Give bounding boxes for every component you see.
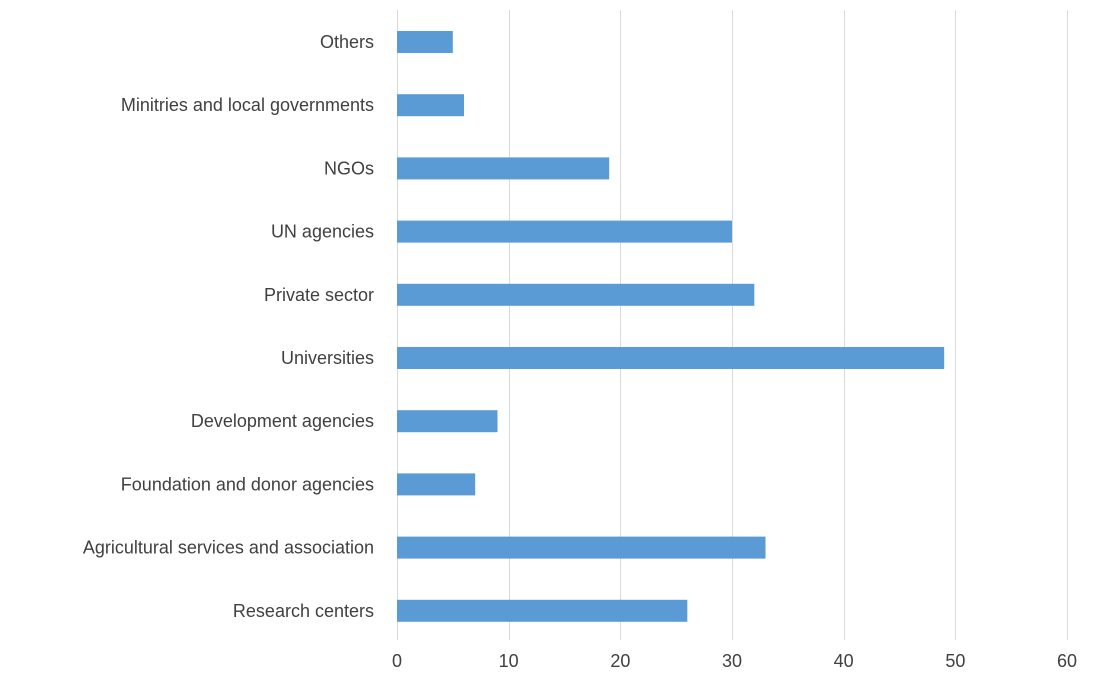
x-tick-label: 0 (392, 651, 402, 671)
bar-agricultural-services-and-association (397, 536, 766, 559)
category-label: UN agencies (271, 222, 374, 242)
bar-ngos (397, 157, 610, 180)
category-label: Agricultural services and association (83, 538, 374, 558)
bar-research-centers (397, 599, 688, 622)
x-tick-label: 20 (610, 651, 630, 671)
category-label: Development agencies (191, 411, 374, 431)
bars (397, 31, 945, 622)
bar-others (397, 31, 453, 53)
x-tick-label: 30 (722, 651, 742, 671)
category-label: Universities (281, 348, 374, 368)
x-tick-label: 40 (834, 651, 854, 671)
category-label: Private sector (264, 285, 374, 305)
x-tick-label: 60 (1057, 651, 1077, 671)
category-labels: Others Minitries and local governments NGO… (83, 32, 374, 621)
category-label: Minitries and local governments (121, 95, 374, 115)
category-label: Others (320, 32, 374, 52)
bar-foundation-and-donor-agencies (397, 473, 476, 496)
category-label: Research centers (233, 601, 374, 621)
x-axis-tick-labels: 0 10 20 30 40 50 60 (392, 651, 1077, 671)
bar-un-agencies (397, 220, 732, 243)
category-label: NGOs (324, 158, 374, 178)
x-tick-label: 10 (499, 651, 519, 671)
bar-private-sector (397, 283, 755, 306)
x-tick-label: 50 (945, 651, 965, 671)
gridlines (397, 10, 1068, 640)
bar-minitries-and-local-governments (397, 94, 464, 117)
bar-development-agencies (397, 410, 498, 433)
bar-universities (397, 347, 945, 369)
category-label: Foundation and donor agencies (121, 474, 374, 494)
